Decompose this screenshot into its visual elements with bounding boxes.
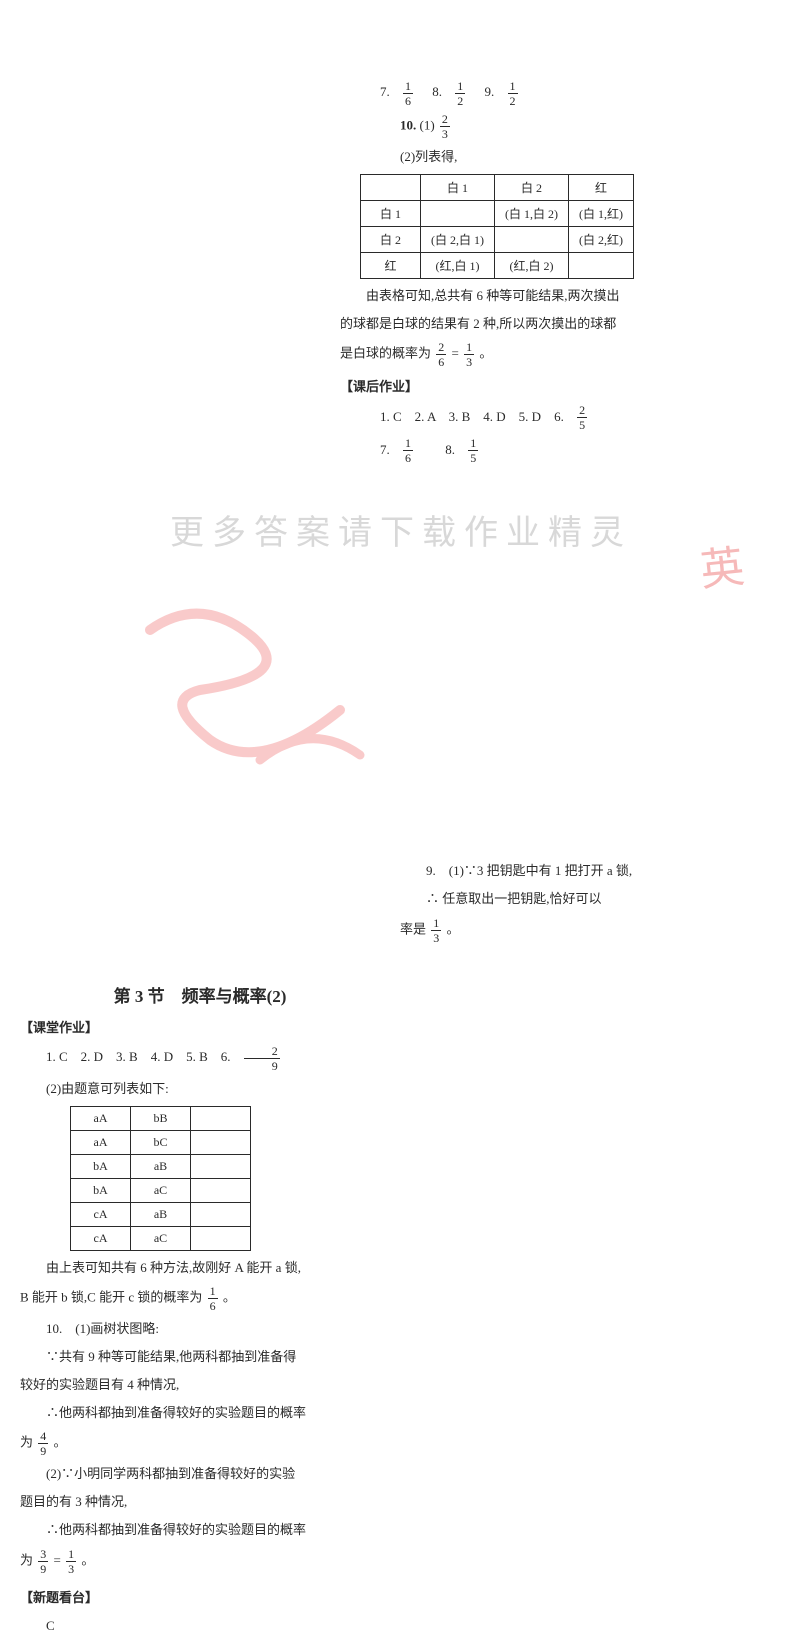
homework-label: 【课后作业】 [340, 376, 760, 398]
t2-r5c0: cA [71, 1226, 131, 1250]
q10-3: 较好的实验题目有 4 种情况, [20, 1374, 380, 1396]
t2-r5c1: aC [131, 1226, 191, 1250]
cw-frac-6: 29 [244, 1045, 288, 1072]
label-8: 8. [432, 84, 442, 99]
q10-1: 10. (1)画树状图略: [20, 1318, 380, 1340]
t1-r0c0: 白 1 [361, 201, 421, 227]
t2-line2: B 能开 b 锁,C 能开 c 锁的概率为 16 。 [20, 1285, 380, 1312]
t2-r1c1: bC [131, 1130, 191, 1154]
t2-r2c2 [191, 1154, 251, 1178]
t1-r0c1 [421, 201, 495, 227]
t2-r4c1: aB [131, 1202, 191, 1226]
t1-r0c3: (白 1,红) [569, 201, 634, 227]
t2-r4c0: cA [71, 1202, 131, 1226]
hw-frac-6: 25 [577, 404, 595, 431]
t1-h3: 红 [569, 175, 634, 201]
new-questions-label: 【新题看台】 [20, 1587, 380, 1609]
frac-10-1: 23 [440, 113, 450, 140]
section-title: 第 3 节 频率与概率(2) [20, 982, 380, 1007]
t2-line1: 由上表可知共有 6 种方法,故刚好 A 能开 a 锁, [20, 1257, 380, 1279]
probability-table-1: 白 1 白 2 红 白 1 (白 1,白 2) (白 1,红) 白 2 (白 2… [360, 174, 634, 279]
t2-r2c0: bA [71, 1154, 131, 1178]
classwork-label: 【课堂作业】 [20, 1017, 380, 1039]
left-column: 第 3 节 频率与概率(2) 【课堂作业】 1. C 2. D 3. B 4. … [20, 982, 380, 1637]
t1-explain-2: 的球都是白球的结果有 2 种,所以两次摸出的球都 [340, 313, 760, 335]
t1-r2c0: 红 [361, 253, 421, 279]
frac-3-9: 39 [38, 1548, 48, 1575]
frac-1-3-b: 13 [431, 917, 441, 944]
q10-9: 为 39 = 13 。 [20, 1548, 380, 1575]
t2-r0c0: aA [71, 1106, 131, 1130]
t2-r3c0: bA [71, 1178, 131, 1202]
q10-6: (2)∵小明同学两科都抽到准备得较好的实验 [20, 1463, 380, 1485]
t1-r1c1: (白 2,白 1) [421, 227, 495, 253]
t1-h1: 白 1 [421, 175, 495, 201]
t1-r1c2 [495, 227, 569, 253]
t2-r3c2 [191, 1178, 251, 1202]
q9-line-a: 9. (1)∵3 把钥匙中有 1 把打开 a 锁, [400, 860, 780, 882]
watermark-text: 更多答案请下载作业精灵 [170, 505, 632, 554]
t2-r5c2 [191, 1226, 251, 1250]
hw-answers-7-8: 7. 16 8. 15 [340, 437, 760, 464]
frac-4-9: 49 [38, 1430, 48, 1457]
cw-answers-1-6: 1. C 2. D 3. B 4. D 5. B 6. 29 [20, 1045, 380, 1072]
label-9: 9. [485, 84, 495, 99]
frac-1-3: 13 [464, 341, 474, 368]
t2-r1c2 [191, 1130, 251, 1154]
q10-2: ∵共有 9 种等可能结果,他两科都抽到准备得 [20, 1346, 380, 1368]
q9-line-b: ∴ 任意取出一把钥匙,恰好可以 [400, 888, 780, 910]
frac-7: 16 [403, 80, 421, 107]
t1-h0 [361, 175, 421, 201]
frac-8: 12 [455, 80, 473, 107]
t2-r0c1: bB [131, 1106, 191, 1130]
t1-r1c3: (白 2,红) [569, 227, 634, 253]
q10-8: ∴他两科都抽到准备得较好的实验题目的概率 [20, 1519, 380, 1541]
q2-label: (2)由题意可列表如下: [20, 1078, 380, 1100]
t1-explain-1: 由表格可知,总共有 6 种等可能结果,两次摸出 [340, 285, 760, 307]
q9-line-c: 率是 13 。 [400, 917, 780, 944]
right-column-mid: 9. (1)∵3 把钥匙中有 1 把打开 a 锁, ∴ 任意取出一把钥匙,恰好可… [400, 860, 780, 943]
t2-r2c1: aB [131, 1154, 191, 1178]
part-10-1: (1) [420, 117, 435, 132]
frac-9: 12 [508, 80, 526, 107]
answer-10-1: 10. (1) 23 [340, 113, 760, 140]
label-10: 10. [400, 117, 416, 132]
hw-frac-7: 16 [403, 437, 421, 464]
frac-1-6: 16 [208, 1285, 218, 1312]
t1-r2c3 [569, 253, 634, 279]
new-questions-answer: C [20, 1615, 380, 1637]
t2-r3c1: aC [131, 1178, 191, 1202]
right-column-top: 7. 16 8. 12 9. 12 10. (1) 23 (2)列表得, 白 1… [340, 80, 760, 464]
label-7: 7. [380, 84, 390, 99]
answer-10-2-label: (2)列表得, [340, 146, 760, 168]
q10-4: ∴他两科都抽到准备得较好的实验题目的概率 [20, 1402, 380, 1424]
answers-7-8-9: 7. 16 8. 12 9. 12 [340, 80, 760, 107]
t2-r4c2 [191, 1202, 251, 1226]
q10-5: 为 49 。 [20, 1430, 380, 1457]
t1-r2c2: (红,白 2) [495, 253, 569, 279]
frac-1-3-c: 13 [66, 1548, 76, 1575]
frac-2-6: 26 [436, 341, 446, 368]
t1-r0c2: (白 1,白 2) [495, 201, 569, 227]
t1-r1c0: 白 2 [361, 227, 421, 253]
hw-frac-8: 15 [468, 437, 486, 464]
t1-h2: 白 2 [495, 175, 569, 201]
hw-answers-1-6: 1. C 2. A 3. B 4. D 5. D 6. 25 [340, 404, 760, 431]
t1-r2c1: (红,白 1) [421, 253, 495, 279]
lock-key-table: aAbB aAbC bAaB bAaC cAaB cAaC [70, 1106, 251, 1251]
t1-explain-3: 是白球的概率为 26 = 13 。 [340, 341, 760, 368]
t2-r1c0: aA [71, 1130, 131, 1154]
q10-7: 题目的有 3 种情况, [20, 1491, 380, 1513]
stamp-decor: 英 [697, 525, 794, 604]
t2-r0c2 [191, 1106, 251, 1130]
decor-scribble [140, 590, 380, 790]
